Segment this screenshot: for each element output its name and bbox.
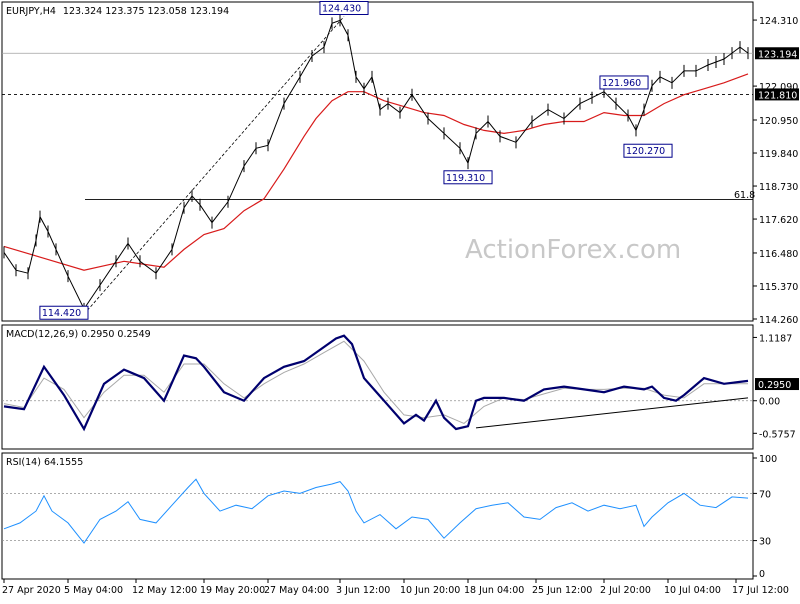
watermark: ActionForex.com [465, 235, 681, 265]
rally-trendline [83, 16, 345, 315]
y-tick-label: 30 [759, 537, 771, 548]
y-tick-label: 1.1187 [759, 333, 792, 344]
x-tick-label: 19 May 20:00 [200, 585, 265, 596]
hline-badge [755, 88, 799, 101]
annotation-label: 124.430 [322, 3, 361, 14]
rsi-panel-frame [1, 452, 754, 580]
current-price-label: 123.194 [758, 49, 797, 60]
fib-label: 61.8 [734, 190, 755, 201]
rsi-panel-title: RSI(14) 64.1555 [6, 457, 83, 468]
x-tick-label: 5 May 04:00 [64, 585, 123, 596]
y-tick-label: 122.090 [759, 82, 798, 93]
annotation-box [319, 0, 369, 15]
y-tick-label: 70 [759, 489, 771, 500]
macd-line [3, 334, 749, 432]
y-tick-label: 0 [759, 569, 765, 580]
signal-line [3, 340, 748, 424]
y-tick-label: 116.480 [759, 249, 798, 260]
y-tick-label: 114.260 [759, 315, 798, 326]
macd-panel-title: MACD(12,26,9) 0.2950 0.2549 [6, 329, 151, 340]
macd-panel-frame [1, 324, 754, 450]
annotation-label: 121.960 [602, 78, 641, 89]
x-tick-label: 2 Jul 20:00 [600, 585, 651, 596]
y-tick-label: 117.620 [759, 215, 798, 226]
x-tick-label: 10 Jun 20:00 [400, 585, 460, 596]
y-tick-label: 0.00 [759, 397, 780, 408]
annotation-box [39, 305, 89, 320]
annotation-box [443, 170, 493, 185]
x-tick-label: 12 May 12:00 [132, 585, 197, 596]
price-layer: 124.430 114.420 119.310 121.960 120.270 124.3… [2, 0, 799, 326]
y-tick-label: -0.5757 [759, 429, 796, 440]
y-tick-label: 120.950 [759, 116, 798, 127]
x-tick-label: 10 Jul 04:00 [664, 585, 721, 596]
annotation-box [623, 143, 673, 158]
rsi-line [3, 478, 749, 544]
price-panel-frame [1, 1, 754, 322]
price-line [3, 19, 749, 310]
macd-value-badge [755, 378, 799, 391]
y-tick-label: 119.840 [759, 149, 798, 160]
y-tick-label: 118.730 [759, 182, 798, 193]
rsi-layer: 100 70 30 0 [2, 454, 777, 580]
x-tick-label: 25 Jun 12:00 [532, 585, 592, 596]
macd-layer: 1.1187 0.2950 0.00 -0.5757 [2, 333, 799, 440]
x-tick-label: 3 Jun 12:00 [336, 585, 390, 596]
hline-label: 121.810 [758, 90, 797, 101]
macd-value-label: 0.2950 [758, 380, 791, 391]
y-tick-label: 124.310 [759, 16, 798, 27]
y-tick-label: 115.370 [759, 282, 798, 293]
x-tick-label: 27 May 04:00 [264, 585, 329, 596]
x-tick-label: 27 Apr 2020 [2, 585, 61, 596]
annotation-label: 119.310 [446, 173, 485, 184]
macd-trendline [475, 397, 749, 429]
y-tick-label: 100 [759, 454, 777, 465]
annotation-box [599, 75, 649, 90]
annotation-label: 114.420 [42, 308, 81, 319]
price-panel-title: EURJPY,H4 123.324 123.375 123.058 123.19… [6, 6, 229, 17]
current-price-badge [755, 47, 799, 60]
x-tick-label: 18 Jun 04:00 [464, 585, 524, 596]
annotation-label: 120.270 [626, 146, 665, 157]
axis-layer: 27 Apr 2020 5 May 04:00 12 May 12:00 19 May… [2, 579, 789, 596]
x-tick-label: 17 Jul 12:00 [732, 585, 789, 596]
